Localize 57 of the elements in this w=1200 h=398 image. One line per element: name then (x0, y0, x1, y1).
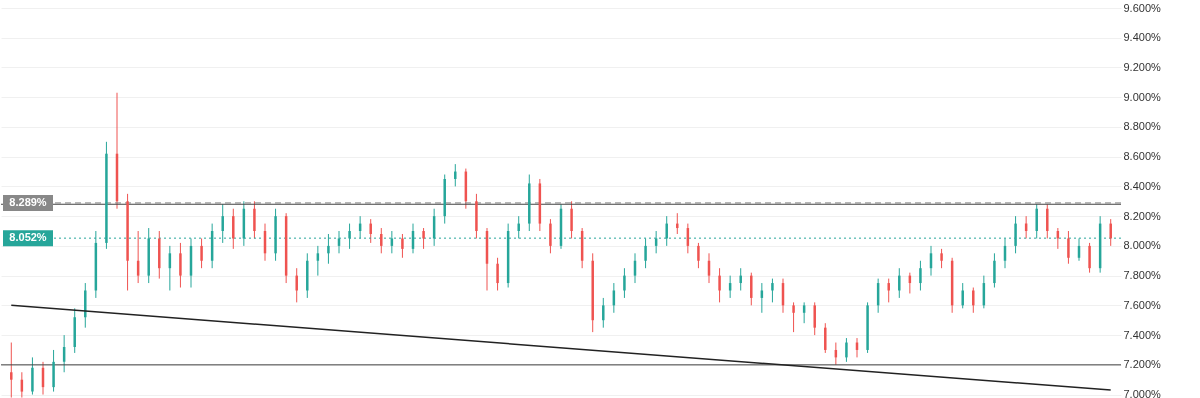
candlestick (401, 233, 404, 259)
candlestick (718, 267, 721, 303)
candlestick (253, 200, 256, 239)
candlestick (771, 278, 774, 303)
y-tick-label: 7.600% (1123, 298, 1162, 311)
candlestick (602, 297, 605, 329)
ref-line-label: 8.289% (9, 195, 47, 208)
candlestick (697, 242, 700, 269)
y-tick-label: 9.400% (1123, 31, 1162, 44)
candlestick (887, 278, 890, 303)
candlestick (1088, 242, 1091, 274)
y-tick-label: 8.000% (1123, 239, 1162, 252)
y-tick-label: 9.000% (1123, 90, 1162, 103)
candlestick (295, 267, 298, 303)
candlestick (200, 237, 203, 269)
candlestick (845, 337, 848, 363)
candlestick (380, 227, 383, 254)
candlestick (422, 227, 425, 250)
y-tick-label: 9.200% (1123, 60, 1162, 73)
candlestick (496, 257, 499, 291)
candlestick (750, 272, 753, 306)
candlestick (179, 242, 182, 289)
y-tick-label: 7.400% (1123, 328, 1162, 341)
candlestick (517, 215, 520, 239)
candlestick (940, 248, 943, 269)
candlestick (824, 322, 827, 354)
y-tick-label: 8.200% (1123, 209, 1162, 222)
candlestick (676, 212, 679, 235)
candlestick (369, 218, 372, 244)
y-tick-label: 7.200% (1123, 358, 1162, 371)
candlestick (1067, 230, 1070, 265)
y-tick-label: 8.600% (1123, 150, 1162, 163)
candlestick (739, 267, 742, 291)
candlestick (972, 287, 975, 314)
candlestick (813, 301, 816, 336)
candlestick (454, 163, 457, 187)
candlestick (10, 342, 13, 398)
candlestick (993, 252, 996, 289)
y-tick-label: 7.800% (1123, 269, 1162, 282)
candlestick (1109, 218, 1112, 247)
candlestick (1014, 215, 1017, 254)
candlestick (898, 267, 901, 299)
y-tick-label: 8.400% (1123, 179, 1162, 192)
candlestick (1035, 203, 1038, 239)
candlestick (1046, 203, 1049, 239)
ref-line-label: 8.052% (9, 231, 47, 244)
y-tick-label: 7.000% (1123, 388, 1162, 398)
candlestick (961, 282, 964, 309)
y-tick-label: 9.600% (1123, 1, 1162, 14)
candlestick (623, 267, 626, 299)
candlestick (31, 356, 34, 396)
candlestick (549, 218, 552, 254)
candlestick (232, 208, 235, 250)
candlestick (919, 260, 922, 291)
y-tick-label: 8.800% (1123, 120, 1162, 133)
candlestick (570, 200, 573, 239)
candlestick (792, 301, 795, 333)
